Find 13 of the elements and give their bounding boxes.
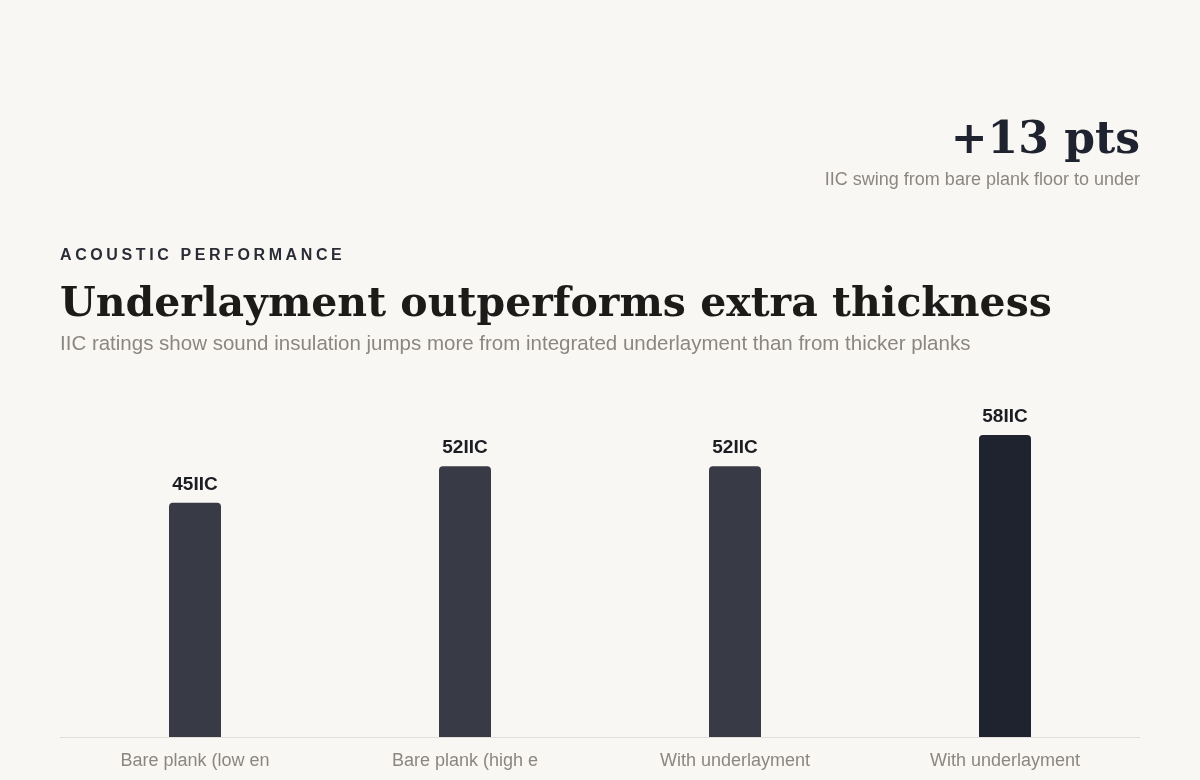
data-label: 58IIC	[982, 405, 1028, 426]
text: ACOUSTIC PERFORMANCE	[60, 246, 346, 263]
text: +13 pts	[950, 112, 1140, 163]
chart-title: Underlayment outperforms extra thickness	[60, 278, 1052, 326]
text: IIC swing from bare plank floor to under	[824, 169, 1140, 189]
x-tick-label: Bare plank (high e	[391, 750, 539, 770]
data-label: 52IIC	[712, 436, 758, 458]
data-label: 52IIC	[442, 436, 488, 458]
x-tick-label: With underlayment	[659, 750, 811, 770]
x-tick-label: With underlayment	[929, 750, 1081, 770]
chart-subtitle: IIC ratings show sound insulation jumps more from integrated underlayment than from thicker planks	[60, 331, 971, 354]
x-tick-label: Bare plank (low en	[120, 750, 270, 770]
data-label: 45IIC	[172, 472, 218, 494]
